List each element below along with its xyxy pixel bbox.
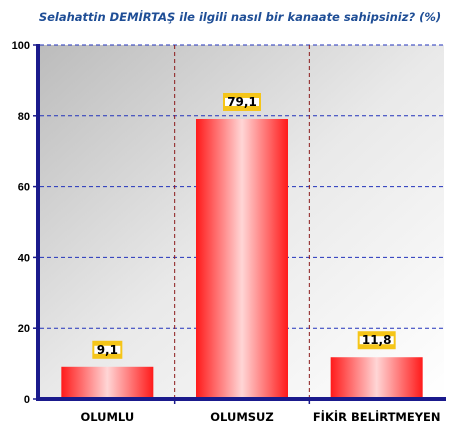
data-label: 9,1: [97, 343, 118, 357]
x-tick-label: OLUMSUZ: [210, 410, 273, 424]
bar-fi̇ki̇r-beli̇rtmeyen: [330, 357, 423, 399]
chart-title: Selahattin DEMİRTAŞ ile ilgili nasıl bir…: [39, 9, 441, 24]
bars: [61, 118, 423, 400]
x-tick-label: OLUMLU: [80, 410, 134, 424]
y-tick-label: 60: [18, 182, 30, 194]
bar-olumlu: [61, 366, 154, 399]
y-tick-label: 100: [12, 40, 30, 52]
x-tick-label: FİKİR BELİRTMEYEN: [313, 409, 441, 424]
data-label-badge-inner: [359, 336, 394, 345]
y-tick-label: 0: [24, 394, 30, 406]
bar-olumsuz: [196, 118, 288, 400]
data-label-badge-inner: [94, 345, 121, 354]
y-tick-label: 40: [18, 252, 30, 264]
y-axis-ticks: 0 20 40 60 80 100: [12, 40, 38, 406]
y-tick-label: 80: [18, 111, 30, 123]
data-label-badge-inner: [225, 97, 259, 106]
y-tick-label: 20: [18, 323, 30, 335]
x-axis-labels: OLUMLU OLUMSUZ FİKİR BELİRTMEYEN: [80, 399, 441, 424]
data-labels: 9,1 79,1 11,8: [92, 92, 396, 359]
vertical-gridlines: [174, 45, 310, 399]
data-label: 11,8: [362, 333, 392, 347]
horizontal-gridlines: [40, 44, 444, 329]
data-label: 79,1: [227, 95, 257, 109]
